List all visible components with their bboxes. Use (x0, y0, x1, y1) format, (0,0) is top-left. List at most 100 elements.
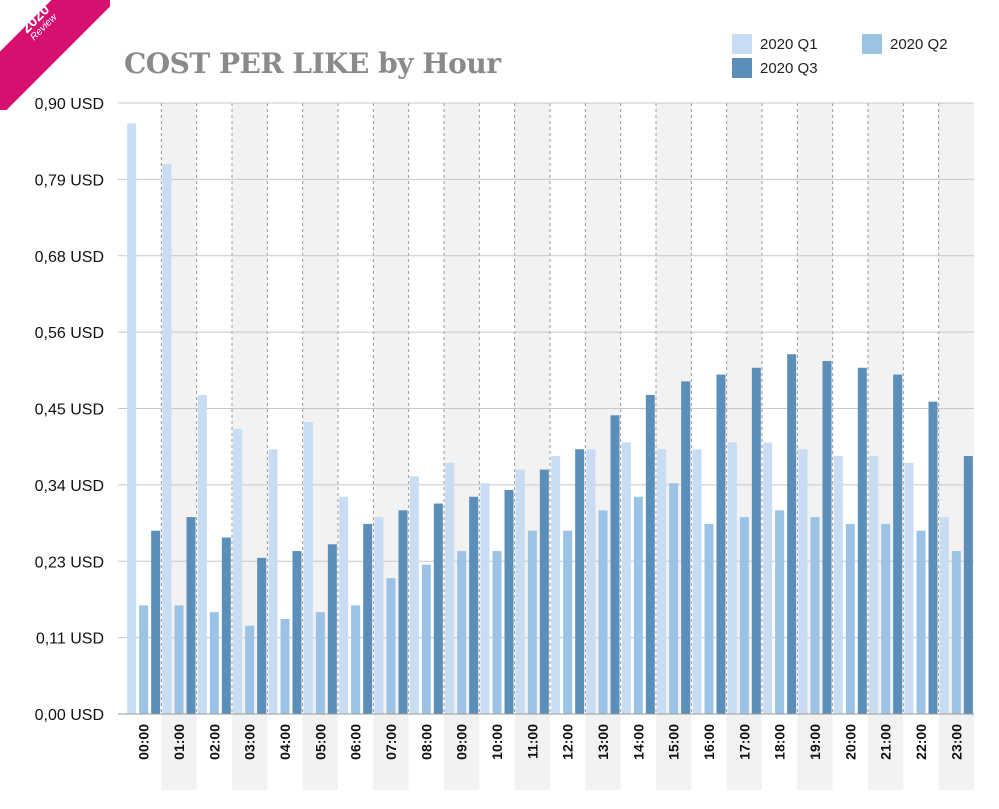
y-tick-label: 0,23 USD (35, 554, 104, 571)
x-tick-label: 20:00 (842, 724, 858, 760)
bar-2020-q1-17:00 (727, 442, 737, 714)
y-tick-label: 0,00 USD (35, 707, 104, 724)
bar-2020-q2-19:00 (810, 517, 820, 714)
x-tick-label: 01:00 (171, 724, 187, 760)
bar-2020-q2-10:00 (492, 551, 502, 714)
legend-label-q3: 2020 Q3 (760, 59, 818, 77)
bar-2020-q2-04:00 (280, 618, 290, 714)
x-tick-label: 23:00 (948, 724, 964, 760)
bar-2020-q2-06:00 (351, 605, 361, 714)
legend-item-q2: 2020 Q2 (862, 34, 948, 54)
x-tick-label: 12:00 (560, 724, 576, 760)
legend-label-q2: 2020 Q2 (890, 35, 948, 53)
bar-2020-q1-06:00 (339, 496, 349, 714)
bar-2020-q2-14:00 (633, 496, 643, 714)
bar-2020-q1-14:00 (621, 442, 631, 714)
bar-2020-q3-19:00 (822, 360, 832, 714)
bar-2020-q2-20:00 (845, 523, 855, 714)
legend-swatch-q3 (732, 58, 752, 78)
bar-2020-q1-09:00 (445, 462, 455, 714)
x-tick-label: 13:00 (595, 724, 611, 760)
bar-2020-q3-15:00 (681, 381, 691, 714)
bar-2020-q1-10:00 (480, 483, 490, 714)
bar-2020-q2-09:00 (457, 551, 467, 714)
x-tick-label: 05:00 (312, 724, 328, 760)
bar-2020-q1-16:00 (692, 449, 702, 714)
bar-2020-q2-11:00 (527, 530, 537, 714)
y-tick-label: 0,56 USD (35, 325, 104, 342)
bar-2020-q2-22:00 (916, 530, 926, 714)
bar-2020-q2-12:00 (563, 530, 573, 714)
bar-2020-q2-16:00 (704, 523, 714, 714)
y-tick-label: 0,90 USD (35, 96, 104, 113)
bar-2020-q1-05:00 (303, 422, 313, 714)
x-tick-label: 11:00 (524, 724, 540, 759)
bar-2020-q2-02:00 (209, 612, 219, 714)
bar-2020-q2-08:00 (421, 564, 431, 714)
x-tick-label: 10:00 (489, 724, 505, 760)
x-tick-label: 06:00 (348, 724, 364, 760)
bar-2020-q3-02:00 (221, 537, 231, 714)
bar-2020-q3-05:00 (327, 544, 337, 714)
bar-2020-q3-01:00 (186, 517, 196, 714)
bar-2020-q1-04:00 (268, 449, 278, 714)
bar-2020-q3-03:00 (257, 557, 267, 714)
bar-2020-q3-12:00 (575, 449, 585, 714)
bar-2020-q1-18:00 (763, 442, 773, 714)
bar-2020-q1-03:00 (233, 428, 243, 714)
bar-2020-q3-06:00 (363, 523, 373, 714)
bar-2020-q3-14:00 (645, 394, 655, 714)
bar-2020-q3-13:00 (610, 415, 620, 714)
y-tick-label: 0,34 USD (35, 478, 104, 495)
bar-2020-q2-13:00 (598, 510, 608, 714)
bar-2020-q2-03:00 (245, 625, 255, 714)
bar-2020-q1-20:00 (833, 456, 843, 714)
chart-title: COST PER LIKE by Hour (124, 47, 501, 80)
bar-2020-q1-13:00 (586, 449, 596, 714)
legend-label-q1: 2020 Q1 (760, 35, 818, 53)
legend-item-q3: 2020 Q3 (732, 58, 818, 78)
bar-2020-q3-22:00 (928, 401, 938, 714)
x-tick-label: 18:00 (772, 724, 788, 760)
x-tick-label: 08:00 (418, 724, 434, 760)
x-tick-label: 02:00 (206, 724, 222, 760)
bar-2020-q1-22:00 (904, 462, 914, 714)
y-tick-label: 0,45 USD (35, 402, 104, 419)
bar-2020-q1-01:00 (162, 164, 172, 715)
bar-2020-q2-05:00 (315, 612, 325, 714)
bar-2020-q1-11:00 (515, 469, 525, 714)
bar-2020-q1-15:00 (657, 449, 667, 714)
x-tick-label: 00:00 (136, 724, 152, 760)
bar-2020-q3-18:00 (787, 354, 797, 714)
bar-2020-q2-17:00 (739, 517, 749, 714)
bar-2020-q3-08:00 (433, 503, 443, 714)
bar-2020-q3-07:00 (398, 510, 408, 714)
x-tick-label: 16:00 (701, 724, 717, 760)
bar-2020-q1-08:00 (409, 476, 419, 714)
bar-2020-q3-20:00 (857, 367, 867, 714)
bar-2020-q2-01:00 (174, 605, 184, 714)
legend-swatch-q1 (732, 34, 752, 54)
bar-2020-q2-15:00 (669, 483, 679, 714)
bar-2020-q3-16:00 (716, 374, 726, 714)
bar-2020-q3-11:00 (539, 469, 549, 714)
bar-2020-q2-18:00 (775, 510, 785, 714)
bar-2020-q1-02:00 (197, 394, 207, 714)
bar-2020-q1-19:00 (798, 449, 808, 714)
x-tick-label: 22:00 (913, 724, 929, 760)
bar-2020-q1-23:00 (939, 517, 949, 714)
bar-2020-q3-04:00 (292, 551, 302, 714)
bar-2020-q2-00:00 (139, 605, 149, 714)
bar-2020-q2-23:00 (951, 551, 961, 714)
y-tick-label: 0,68 USD (35, 249, 104, 266)
bar-2020-q2-07:00 (386, 578, 396, 714)
x-tick-label: 07:00 (383, 724, 399, 760)
bar-2020-q1-12:00 (551, 456, 561, 714)
bar-2020-q1-07:00 (374, 517, 384, 714)
x-tick-label: 03:00 (242, 724, 258, 760)
bar-2020-q3-09:00 (469, 496, 479, 714)
x-tick-label: 19:00 (807, 724, 823, 760)
bar-2020-q3-17:00 (751, 367, 761, 714)
x-tick-label: 04:00 (277, 724, 293, 760)
